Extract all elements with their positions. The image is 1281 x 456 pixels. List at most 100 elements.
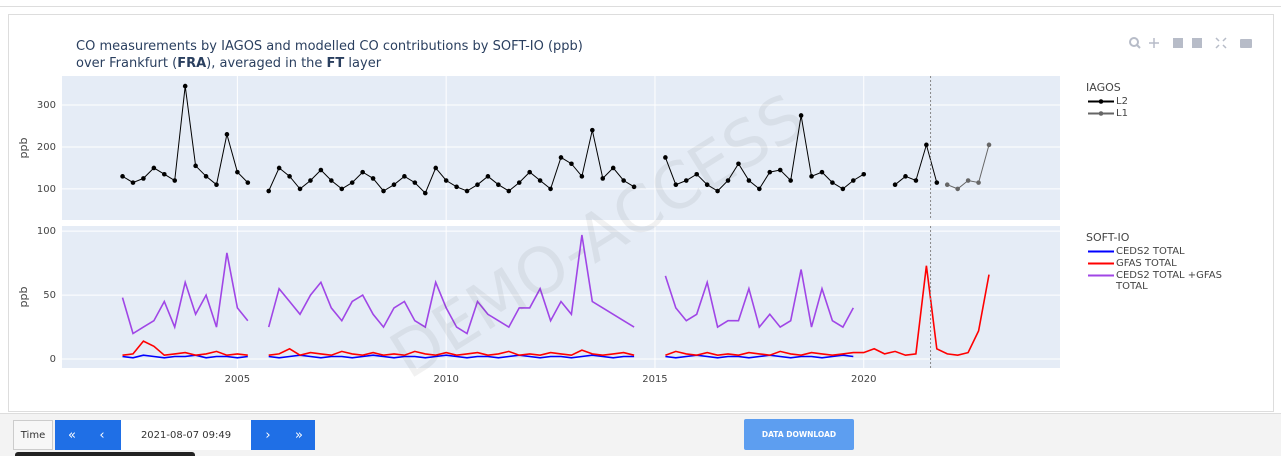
legend-swatch xyxy=(1088,262,1114,265)
data-point xyxy=(287,174,292,179)
date-input[interactable]: 2021-08-07 09:49 xyxy=(121,420,251,450)
data-point xyxy=(892,182,898,188)
data-point xyxy=(297,186,303,192)
data-point xyxy=(172,178,178,183)
data-point xyxy=(203,174,209,179)
data-point xyxy=(621,178,626,183)
data-point xyxy=(830,180,835,185)
data-point xyxy=(579,174,585,179)
legend-item: L1 xyxy=(1086,108,1128,119)
data-line xyxy=(664,115,864,192)
legend-swatch xyxy=(1088,250,1114,253)
data-point xyxy=(224,132,230,137)
data-point xyxy=(235,169,240,175)
data-point xyxy=(673,182,679,188)
data-point xyxy=(464,188,470,194)
data-point xyxy=(329,178,334,183)
legend-label: L2 xyxy=(1116,96,1128,107)
y-tick-label: 200 xyxy=(37,142,56,153)
y-tick-label: 100 xyxy=(37,184,56,195)
data-point xyxy=(402,174,407,179)
data-point xyxy=(861,171,867,177)
legend-swatch xyxy=(1088,274,1114,277)
data-point xyxy=(349,180,355,185)
legend-label: CEDS2 TOTAL +GFAS TOTAL xyxy=(1116,270,1222,292)
data-point xyxy=(736,161,741,167)
pan-icon[interactable] xyxy=(1149,38,1159,48)
data-point xyxy=(924,142,929,148)
zoom-in-icon[interactable] xyxy=(1173,38,1183,48)
data-point xyxy=(840,186,846,192)
y-axis-label: ppb xyxy=(17,287,30,308)
data-point xyxy=(360,169,365,175)
title-part: ), averaged in the xyxy=(206,56,327,71)
data-point xyxy=(485,174,491,179)
control-bar: Time « ‹ 2021-08-07 09:49 › » DATA DOWNL… xyxy=(0,413,1281,456)
data-point xyxy=(412,180,418,185)
toolbar[interactable] xyxy=(1129,37,1252,49)
legend-item: GFAS TOTAL xyxy=(1086,258,1228,269)
data-point xyxy=(683,178,689,183)
y-tick-label: 0 xyxy=(50,354,56,365)
data-point xyxy=(757,186,762,192)
data-point xyxy=(245,180,251,185)
title-part: FRA xyxy=(177,56,207,71)
legend-item: CEDS2 TOTAL xyxy=(1086,246,1228,257)
data-point xyxy=(704,182,710,188)
data-point xyxy=(151,165,157,171)
y-tick-label: 50 xyxy=(43,290,56,301)
title-part: FT xyxy=(326,56,345,71)
data-line xyxy=(268,354,635,359)
camera-icon[interactable] xyxy=(1240,39,1252,48)
data-point xyxy=(809,174,814,179)
legend-item: L2 xyxy=(1086,96,1128,107)
data-point xyxy=(182,83,188,89)
data-point xyxy=(516,180,522,185)
title-part: over Frankfurt ( xyxy=(76,56,178,71)
data-point xyxy=(496,182,501,188)
time-button[interactable]: Time xyxy=(13,420,53,450)
data-point xyxy=(391,182,397,188)
next-button[interactable]: › xyxy=(265,427,271,443)
data-point xyxy=(600,176,606,181)
data-point xyxy=(370,176,376,181)
last-button[interactable]: » xyxy=(295,427,303,443)
autoscale-icon[interactable] xyxy=(1215,37,1227,49)
legend-label: GFAS TOTAL xyxy=(1116,258,1177,269)
data-point xyxy=(663,155,668,160)
plot-background xyxy=(62,226,1060,368)
data-point xyxy=(120,174,125,179)
data-point xyxy=(976,180,981,185)
data-point xyxy=(944,182,950,188)
download-button[interactable]: DATA DOWNLOAD xyxy=(744,419,854,450)
data-point xyxy=(725,178,731,183)
data-point xyxy=(590,127,595,133)
first-button[interactable]: « xyxy=(68,427,76,443)
plot-background xyxy=(62,76,1060,220)
y-tick-label: 300 xyxy=(37,100,56,111)
data-point xyxy=(454,184,459,190)
zoom-icon-handle[interactable] xyxy=(1136,44,1141,49)
data-point xyxy=(443,178,449,183)
x-tick-label: 2005 xyxy=(225,374,250,385)
legend-swatch xyxy=(1088,99,1114,104)
data-line xyxy=(268,130,635,194)
data-point xyxy=(694,171,700,177)
data-point xyxy=(214,182,219,188)
legend-title: IAGOS xyxy=(1086,81,1121,94)
data-point xyxy=(903,174,908,179)
data-line xyxy=(268,347,635,357)
data-point xyxy=(965,178,971,183)
data-point xyxy=(788,178,793,183)
data-point xyxy=(715,188,720,194)
zoom-icon[interactable] xyxy=(1129,37,1139,47)
data-point xyxy=(308,178,313,183)
data-point xyxy=(318,167,324,173)
data-point xyxy=(631,184,637,190)
data-point xyxy=(934,180,940,185)
zoom-out-icon[interactable] xyxy=(1192,38,1202,48)
prev-button[interactable]: ‹ xyxy=(99,427,105,443)
title-line: CO measurements by IAGOS and modelled CO… xyxy=(76,39,583,54)
data-point xyxy=(266,188,271,194)
x-tick-label: 2020 xyxy=(851,374,876,385)
